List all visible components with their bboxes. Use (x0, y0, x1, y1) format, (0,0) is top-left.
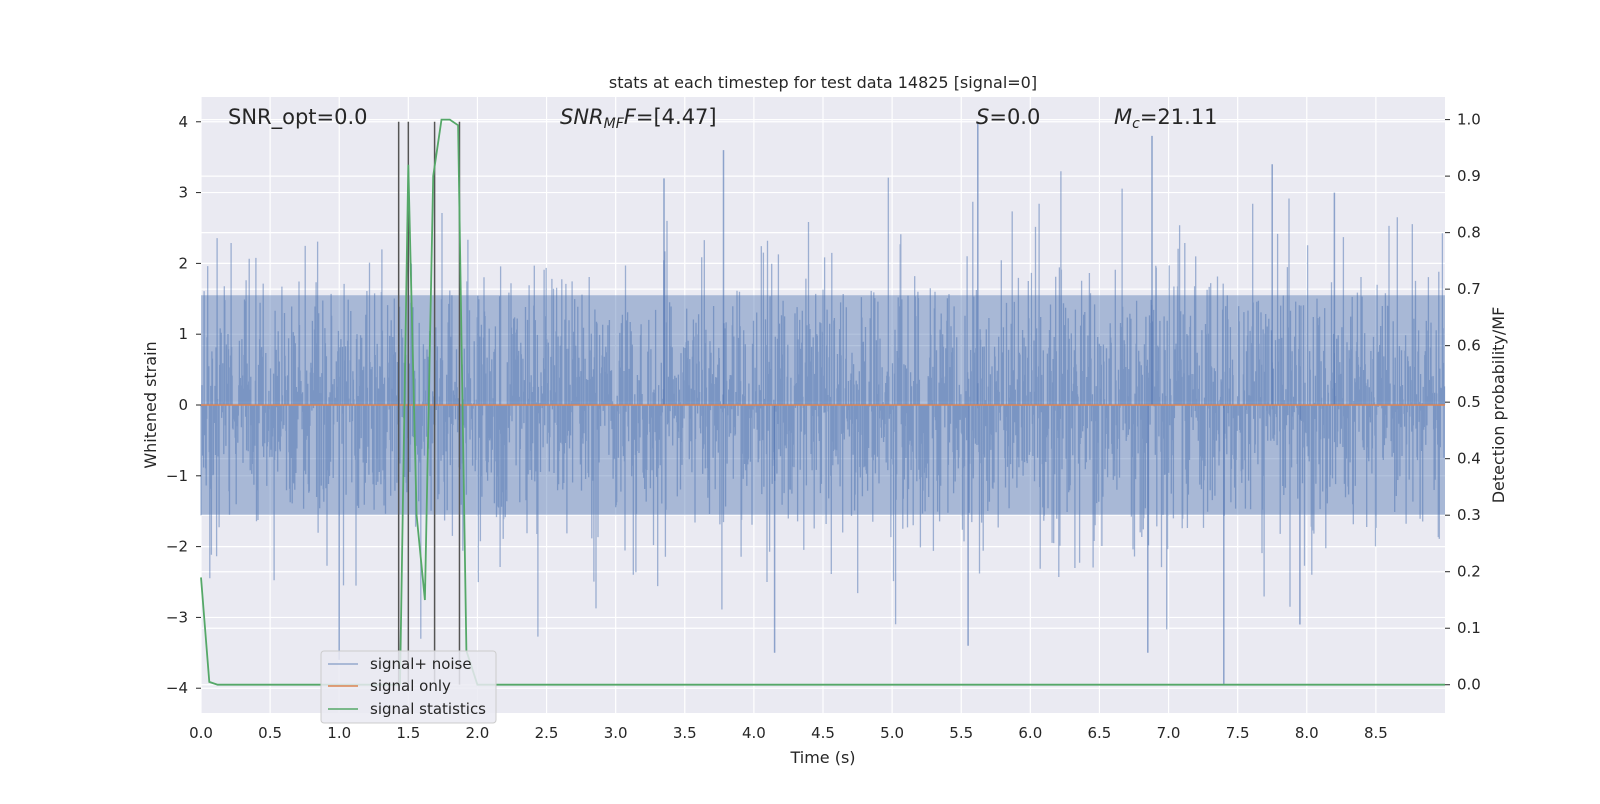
x-tick-label: 5.0 (880, 724, 904, 742)
y-tick-label: −1 (166, 467, 188, 485)
series-signal-statistics (200, 118, 1445, 686)
y2-tick-label: 0.8 (1457, 224, 1481, 242)
x-tick-label: 3.0 (604, 724, 628, 742)
x-tick-label: 7.0 (1157, 724, 1181, 742)
annotation-mc-value: =21.11 (1140, 105, 1218, 129)
annotation-s-value: =0.0 (989, 105, 1040, 129)
x-tick-label: 3.5 (673, 724, 697, 742)
x-tick-label: 6.0 (1018, 724, 1042, 742)
x-tick-label: 8.5 (1364, 724, 1388, 742)
y2-tick-label: 0.1 (1457, 619, 1481, 637)
x-tick-label: 1.5 (396, 724, 420, 742)
y2-tick-label: 0.9 (1457, 167, 1481, 185)
y2-tick-label: 0.2 (1457, 563, 1481, 581)
y2-tick-label: 0.6 (1457, 337, 1481, 355)
x-tick-label: 2.0 (466, 724, 490, 742)
x-tick-label: 8.0 (1295, 724, 1319, 742)
y-tick-label: 0 (178, 396, 188, 414)
legend: signal+ noise signal only signal statist… (320, 650, 497, 724)
annotation-snr-mf: SNRMFF=[4.47] (560, 105, 717, 132)
x-tick-label: 4.0 (742, 724, 766, 742)
x-tick-label: 5.5 (949, 724, 973, 742)
annotation-s: S=0.0 (976, 105, 1040, 129)
y2-axis-label: Detection probability/MF (1489, 307, 1508, 504)
x-axis-label: Time (s) (789, 748, 855, 767)
annotation-mc-sub: c (1132, 116, 1140, 132)
annotation-snr-opt: SNR_opt=0.0 (228, 105, 368, 130)
y-tick-label: −2 (166, 538, 188, 556)
annotation-mc-var: M (1114, 105, 1132, 129)
signal-statistics-line (200, 118, 1445, 686)
y-tick-label: 2 (178, 254, 188, 272)
y-tick-label: 1 (178, 325, 188, 343)
annotation-snr-mf-value: =[4.47] (636, 105, 717, 129)
x-tick-label: 0.0 (189, 724, 213, 742)
legend-label-signal-noise: signal+ noise (370, 655, 472, 673)
annotation-snr-mf-f: F (624, 105, 637, 129)
x-tick-label: 7.5 (1226, 724, 1250, 742)
x-tick-label: 1.0 (327, 724, 351, 742)
y-tick-label: 3 (178, 184, 188, 202)
legend-label-signal-only: signal only (370, 677, 451, 695)
x-tick-label: 4.5 (811, 724, 835, 742)
noise-trace (200, 171, 1446, 639)
annotation-snr-mf-main: SNR (560, 105, 604, 129)
legend-label-signal-statistics: signal statistics (370, 700, 486, 718)
y-tick-label: 4 (178, 113, 188, 131)
y2-tick-label: 0.3 (1457, 506, 1481, 524)
y2-tick-label: 0.4 (1457, 450, 1481, 468)
annotation-mc: Mc=21.11 (1114, 105, 1218, 132)
x-tick-label: 6.5 (1088, 724, 1112, 742)
x-tick-label: 2.5 (535, 724, 559, 742)
legend-box (320, 650, 497, 724)
annotation-snr-mf-sub: MF (604, 116, 625, 132)
y2-tick-label: 0.7 (1457, 280, 1481, 298)
y-tick-label: −4 (166, 679, 188, 697)
y2-tick-label: 0.5 (1457, 393, 1481, 411)
y2-tick-label: 1.0 (1457, 111, 1481, 129)
annotation-s-var: S (976, 105, 989, 129)
y2-tick-label: 0.0 (1457, 676, 1481, 694)
axis-ticks: 0.0 0.5 1.0 1.5 2.0 2.5 3.0 3.5 4.0 4.5 5.0 5.5 6.0 6… (166, 111, 1481, 742)
x-tick-label: 0.5 (258, 724, 282, 742)
y-tick-label: −3 (166, 608, 188, 626)
y-axis-label: Whitened strain (141, 341, 160, 468)
chart-title: stats at each timestep for test data 148… (609, 73, 1037, 92)
